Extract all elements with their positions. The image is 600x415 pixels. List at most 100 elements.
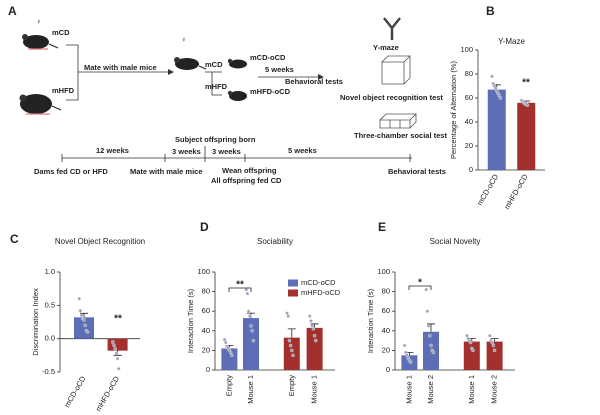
data-point [428,333,432,338]
y-tick-label: 20 [382,345,390,354]
x-tick-label: mHFD-oCD [502,172,530,211]
x-tick-label: Mouse 1 [310,375,319,404]
error-bar [287,328,296,338]
y-tick-label: 100 [197,267,210,276]
label: Wean offspring [222,166,277,175]
female-symbol: ♀ [36,17,42,26]
label: Mate with male mice [130,167,203,176]
data-point [286,314,290,318]
mouse-icon [227,58,247,69]
legend-label: mHFD-oCD [301,288,341,297]
data-point [468,340,473,345]
data-point [426,324,431,328]
significance: ** [114,314,122,325]
chart-title: Y-Maze [498,37,525,46]
legend-swatch [288,289,298,297]
panel-a: A ♀ mCD mHFD Mate with male mice ♀ mCD m… [8,4,447,185]
data-point [224,340,228,345]
y-axis-label: Percentage of Alternation (%) [449,61,458,159]
x-tick-label: Empty [224,375,233,397]
label: mHFD [52,86,75,95]
y-tick-label: 100 [460,45,473,54]
data-point [83,323,87,328]
x-tick-label: Mouse 1 [246,375,255,404]
x-tick-label: Mouse 2 [426,375,435,404]
data-point [113,346,117,351]
significance: ** [522,78,530,89]
data-point [77,296,81,301]
data-point [490,74,494,79]
error-bar [80,312,88,318]
y-tick-label: 0 [206,365,210,374]
data-point [525,103,530,107]
bar [74,317,94,339]
label: All offspring fed CD [211,176,282,185]
y-tick-label: 60 [202,306,210,315]
x-tick-label: mCD-oCD [475,172,500,207]
x-tick-label: Mouse 1 [467,375,476,404]
y-maze-icon [383,17,401,40]
y-tick-label: 0.0 [45,334,55,343]
data-point [245,291,250,296]
data-point [288,343,293,348]
y-tick-label: 100 [377,267,390,276]
label: mCD [52,28,70,37]
y-tick-label: 0 [469,165,473,174]
label: 12 weeks [96,146,129,155]
data-point [492,348,497,353]
y-tick-label: 20 [202,345,210,354]
label: mHFD [205,82,228,91]
data-point [312,333,317,338]
chart-title: Social Novelty [430,237,481,246]
data-point [251,338,256,343]
data-point [290,348,294,353]
data-point [248,314,252,318]
y-axis-label: Interaction Time (s) [186,288,195,353]
data-point [491,343,496,348]
data-point [78,308,83,313]
y-tick-label: 1.0 [45,267,55,276]
y-tick-label: 80 [202,287,210,296]
y-tick-label: 80 [382,287,390,296]
panel-label: C [10,232,19,246]
data-point [465,333,469,338]
data-point [115,356,120,361]
data-point [246,309,251,313]
bar [243,318,259,370]
y-axis-label: Interaction Time (s) [366,288,375,353]
label: Three-chamber social test [354,131,447,140]
label: Mate with male mice [84,63,157,72]
x-tick-label: mHFD-oCD [94,374,122,413]
label: 5 weeks [265,65,294,74]
y-tick-label: 60 [382,306,390,315]
data-point [222,337,227,342]
data-point [408,360,413,364]
significance: * [418,278,422,289]
label: mHFD-oCD [250,87,291,96]
data-point [111,340,115,344]
bar [221,348,238,370]
arrow [318,74,324,80]
data-point [287,338,292,343]
bar [107,338,128,351]
label: mCD-oCD [250,53,286,62]
x-tick-label: mCD-oCD [62,374,87,409]
panel-label: B [486,4,495,18]
legend-label: mCD-oCD [301,278,336,287]
legend-swatch [288,279,298,287]
x-tick-label: Mouse 1 [404,375,413,404]
significance: ** [236,280,244,291]
data-point [230,353,234,358]
y-tick-label: 20 [465,141,473,150]
panel-label: D [200,220,209,234]
data-point [310,324,314,328]
female-symbol: ♀ [181,35,187,44]
data-point [425,309,430,313]
data-point [314,338,318,343]
data-point [79,313,84,318]
arrow [168,69,174,75]
panel-label: E [378,220,386,234]
chart-title: Novel Object Recognition [55,237,145,246]
error-bar [427,323,435,332]
